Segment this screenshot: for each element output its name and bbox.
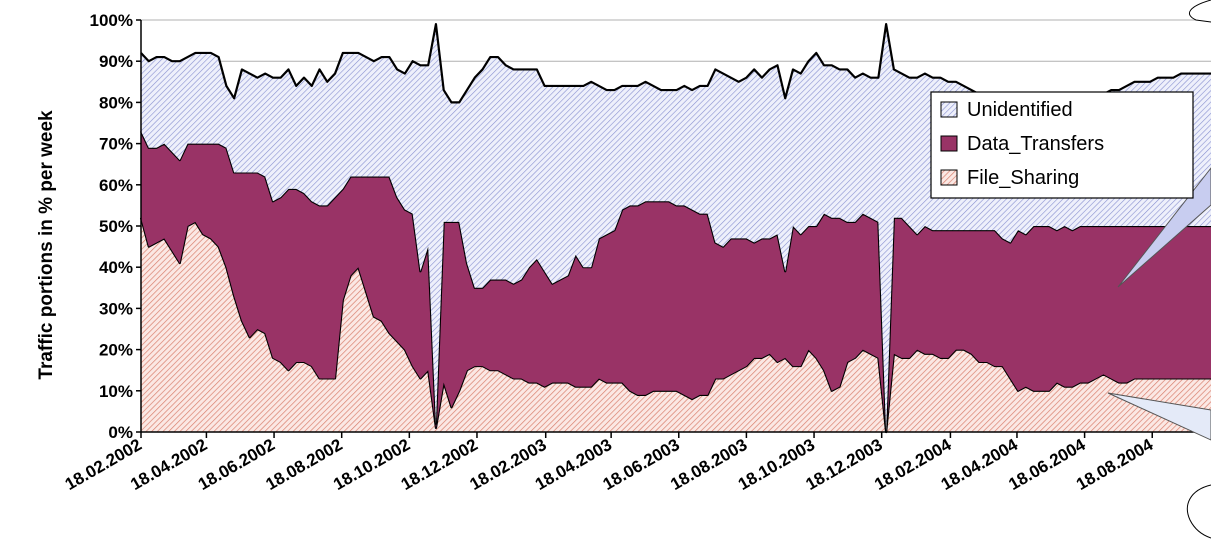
y-axis-label: Traffic portions in % per week (36, 110, 57, 380)
y-tick-label: 90% (99, 52, 133, 71)
legend-label-file-sharing: File_Sharing (967, 167, 1079, 189)
y-tick-label: 10% (99, 382, 133, 401)
legend-swatch-data-transfers (940, 135, 958, 152)
y-tick-label: 0% (108, 423, 133, 442)
x-tick-label: 18.06.2003 (600, 435, 683, 494)
area-file-sharing (141, 217, 1211, 432)
x-tick-label: 18.10.2002 (330, 435, 413, 494)
y-tick-label: 60% (99, 176, 133, 195)
y-tick-label: 100% (90, 11, 133, 30)
x-tick-label: 18.08.2003 (667, 435, 750, 494)
x-tick-label: 18.12.2002 (398, 435, 481, 494)
y-tick-label: 30% (99, 299, 133, 318)
legend: Unidentified Data_Transfers File_Sharing (930, 91, 1194, 199)
legend-label-unidentified: Unidentified (967, 99, 1073, 121)
area-data-transfers (141, 131, 1211, 432)
y-tick-label: 70% (99, 135, 133, 154)
y-tick-labels: 0% 10% 20% 30% 40% 50% 60% 70% 80% 90% 100% (90, 11, 141, 442)
x-tick-labels: 18.02.200218.04.200218.06.200218.08.2002… (62, 432, 1157, 494)
stacked-areas (139, 23, 1211, 434)
x-tick-label: 18.12.2003 (802, 435, 885, 494)
callout-bubble-top (1189, 0, 1211, 23)
legend-swatch-unidentified (940, 101, 958, 118)
callout-bubble-bottom (1186, 484, 1211, 539)
y-tick-label: 80% (99, 93, 133, 112)
x-tick-label: 18.10.2003 (735, 435, 818, 494)
x-tick-label: 18.08.2002 (263, 435, 346, 494)
y-tick-label: 40% (99, 258, 133, 277)
legend-swatch-file-sharing (940, 169, 958, 186)
x-tick-label: 18.06.2002 (195, 435, 278, 494)
y-tick-label: 20% (99, 341, 133, 360)
legend-box (930, 91, 1194, 199)
callout-pointer-lower (1107, 392, 1211, 441)
legend-label-data-transfers: Data_Transfers (967, 133, 1104, 155)
y-tick-label: 50% (99, 217, 133, 236)
x-tick-label: 18.08.2004 (1073, 435, 1157, 494)
